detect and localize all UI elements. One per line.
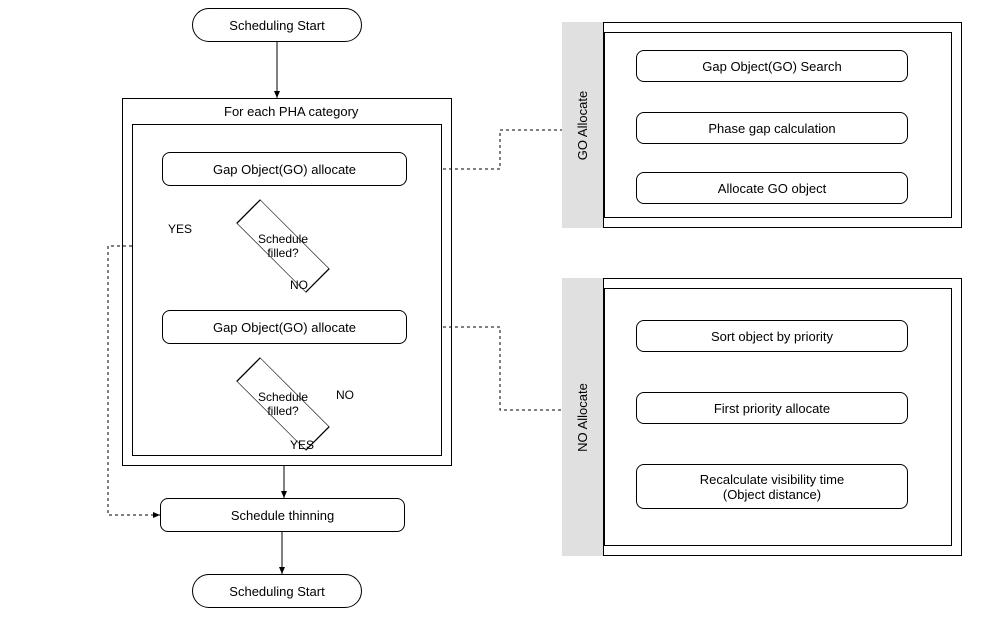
flowchart-canvas: Scheduling Start For each PHA category G… (0, 0, 985, 643)
go-allocate-tab: GO Allocate (562, 22, 604, 228)
go-search-label: Gap Object(GO) Search (702, 59, 841, 74)
decision-2-label: Schedule filled? (245, 376, 321, 432)
go-allocate-2: Gap Object(GO) allocate (162, 310, 407, 344)
decision-schedule-filled-2: Schedule filled? (245, 376, 321, 432)
phase-gap-calc: Phase gap calculation (636, 112, 908, 144)
first-priority-allocate: First priority allocate (636, 392, 908, 424)
go-allocate-2-label: Gap Object(GO) allocate (213, 320, 356, 335)
start-label: Scheduling Start (229, 18, 324, 33)
no-allocate-tab-label: NO Allocate (575, 383, 590, 452)
recalc-visibility: Recalculate visibility time (Object dist… (636, 464, 908, 509)
start-terminal: Scheduling Start (192, 8, 362, 42)
go-search: Gap Object(GO) Search (636, 50, 908, 82)
end-label: Scheduling Start (229, 584, 324, 599)
decision-1-label: Schedule filled? (245, 218, 321, 274)
no-allocate-tab: NO Allocate (562, 278, 604, 556)
yes-1-label: YES (168, 222, 192, 236)
go-allocate-1: Gap Object(GO) allocate (162, 152, 407, 186)
sort-by-priority: Sort object by priority (636, 320, 908, 352)
decision-schedule-filled-1: Schedule filled? (245, 218, 321, 274)
end-terminal: Scheduling Start (192, 574, 362, 608)
no-2-label: NO (336, 388, 354, 402)
go-allocate-1-label: Gap Object(GO) allocate (213, 162, 356, 177)
phase-gap-calc-label: Phase gap calculation (708, 121, 835, 136)
go-allocate-tab-label: GO Allocate (575, 90, 590, 159)
no-1-label: NO (290, 278, 308, 292)
loop-label: For each PHA category (224, 104, 358, 119)
schedule-thinning: Schedule thinning (160, 498, 405, 532)
sort-by-priority-label: Sort object by priority (711, 329, 833, 344)
allocate-go-object-label: Allocate GO object (718, 181, 826, 196)
yes-2-label: YES (290, 438, 314, 452)
first-priority-allocate-label: First priority allocate (714, 401, 830, 416)
allocate-go-object: Allocate GO object (636, 172, 908, 204)
recalc-visibility-label: Recalculate visibility time (Object dist… (700, 472, 845, 502)
schedule-thinning-label: Schedule thinning (231, 508, 334, 523)
